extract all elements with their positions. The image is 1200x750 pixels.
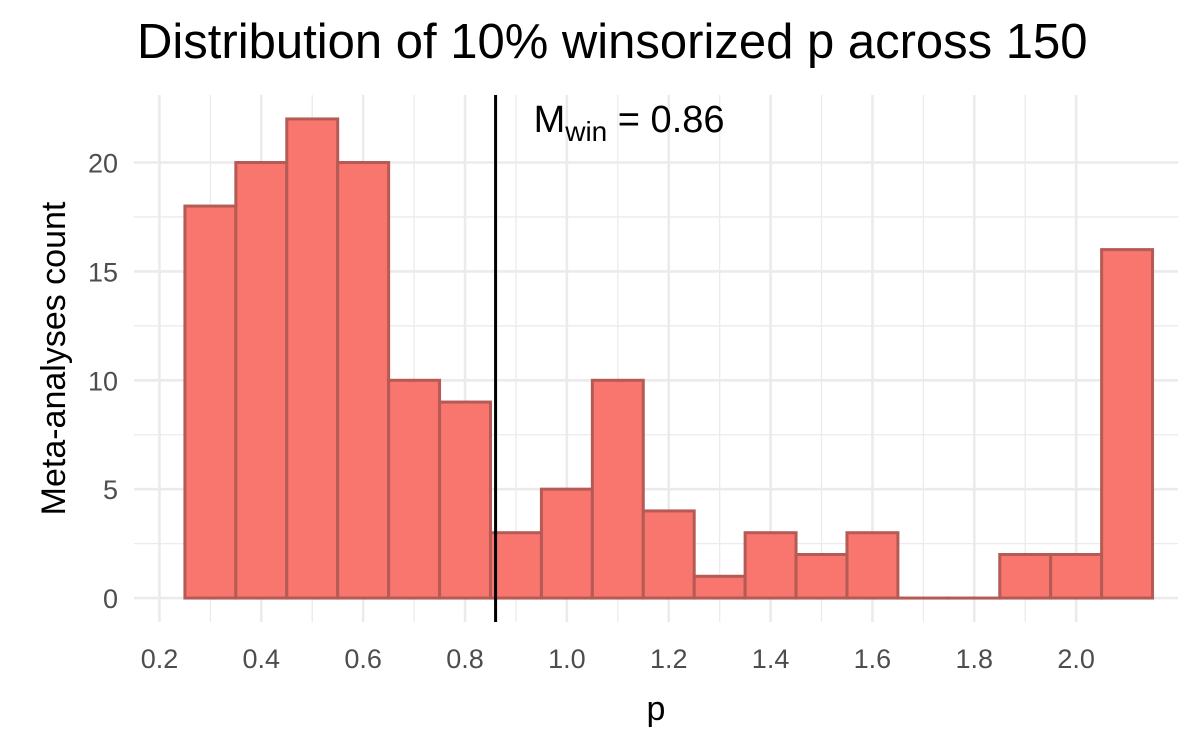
chart-title: Distribution of 10% winsorized p across … [137, 15, 1088, 69]
histogram-bar [488, 531, 543, 600]
y-axis-label: Meta-analyses count [35, 201, 73, 515]
y-tick-label: 10 [88, 366, 118, 396]
histogram-bar [794, 552, 849, 600]
x-tick-label: 1.2 [650, 644, 688, 674]
histogram-bar [692, 574, 747, 600]
x-axis-label: p [647, 690, 666, 728]
histogram-bar [438, 400, 492, 600]
histogram-bar [387, 378, 442, 600]
histogram-bar [285, 117, 340, 600]
histogram-bar [1049, 552, 1104, 600]
bars-layer [183, 117, 1155, 600]
histogram-bar [845, 531, 900, 600]
median-annotation-subscript: win [564, 116, 607, 147]
x-tick-label: 0.4 [243, 644, 281, 674]
histogram-bar [1100, 248, 1155, 600]
histogram-bar [539, 487, 594, 600]
median-annotation-symbol: M [534, 99, 566, 141]
x-tick-label: 1.8 [956, 644, 994, 674]
y-tick-label: 5 [103, 475, 118, 505]
y-tick-label: 15 [88, 257, 118, 287]
histogram-bar [743, 531, 798, 600]
median-annotation: Mwin = 0.86 [534, 99, 725, 147]
histogram-bar [998, 552, 1053, 600]
x-tick-label: 1.6 [854, 644, 892, 674]
x-tick-label: 0.8 [446, 644, 484, 674]
x-tick-label: 1.4 [752, 644, 790, 674]
histogram-bar [336, 161, 391, 600]
histogram-bar [183, 204, 238, 600]
median-annotation-value: = 0.86 [607, 99, 724, 141]
histogram-bar [234, 161, 289, 600]
x-tick-label: 0.2 [141, 644, 179, 674]
y-tick-label: 20 [88, 149, 118, 179]
x-tick-label: 1.0 [548, 644, 586, 674]
histogram-bar [590, 378, 645, 600]
x-tick-label: 0.6 [344, 644, 382, 674]
histogram-bar [641, 509, 696, 600]
y-tick-label: 0 [103, 584, 118, 614]
tick-labels-layer: 0.2 0.4 0.6 0.8 1.0 1.2 1.4 1.6 1.8 2.0 0 5 10 15 20 [88, 149, 1095, 674]
median-line-layer: Mwin = 0.86 [494, 95, 725, 622]
x-tick-label: 2.0 [1057, 644, 1095, 674]
